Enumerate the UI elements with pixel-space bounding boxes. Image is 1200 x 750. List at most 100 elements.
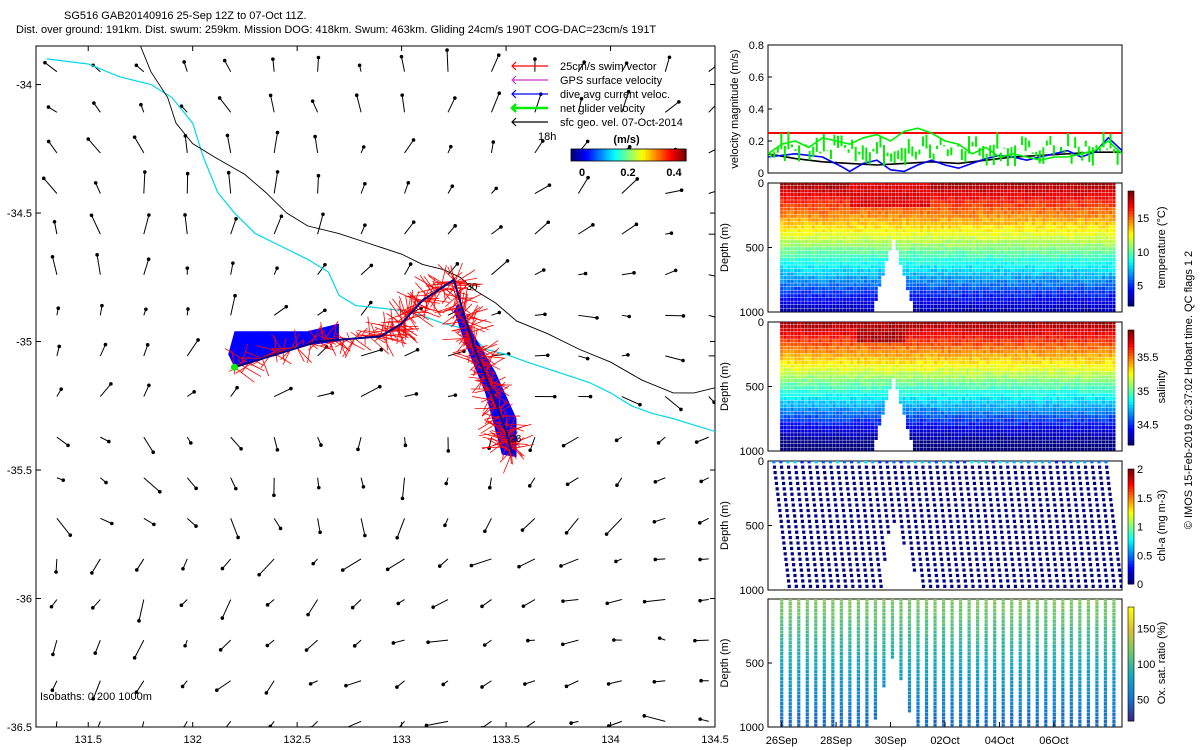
depth-sample-point bbox=[808, 404, 812, 408]
depth-sample-point bbox=[1007, 185, 1011, 189]
depth-sample-point bbox=[965, 268, 969, 273]
depth-sample-point bbox=[822, 221, 826, 226]
depth-sample-point bbox=[913, 211, 917, 215]
depth-sample-point bbox=[780, 297, 784, 301]
depth-sample-point bbox=[801, 189, 805, 193]
swim-vector bbox=[413, 299, 423, 301]
depth-sample-point bbox=[1021, 308, 1025, 312]
depth-sample-point bbox=[1049, 268, 1053, 273]
depth-sample-point bbox=[1094, 308, 1099, 312]
panel-colorbar-segment bbox=[1128, 265, 1134, 270]
depth-sample-point bbox=[815, 247, 819, 251]
depth-sample-point bbox=[1059, 207, 1064, 211]
depth-sample-point bbox=[787, 236, 791, 240]
panel-colorbar-segment bbox=[1128, 303, 1134, 307]
depth-sample-point bbox=[843, 261, 847, 265]
depth-sample-point bbox=[1003, 265, 1008, 269]
depth-sample-point bbox=[787, 261, 791, 265]
geo-velocity-arrow bbox=[55, 558, 58, 573]
depth-sample-point bbox=[919, 189, 924, 193]
depth-sample-point bbox=[902, 272, 906, 276]
depth-sample-point bbox=[808, 322, 812, 325]
depth-sample-point bbox=[1108, 272, 1113, 276]
depth-sample-point bbox=[832, 261, 836, 265]
depth-sample-point bbox=[954, 254, 959, 258]
depth-sample-point bbox=[913, 236, 917, 240]
depth-sample-point bbox=[1000, 294, 1004, 298]
depth-sample-point bbox=[947, 221, 952, 226]
depth-sample-point bbox=[930, 301, 934, 305]
depth-sample-point bbox=[1108, 183, 1113, 186]
geo-velocity-arrow bbox=[400, 56, 406, 72]
depth-sample-point bbox=[878, 225, 882, 229]
depth-sample-point bbox=[804, 261, 808, 265]
depth-sample-point bbox=[1112, 225, 1116, 229]
depth-sample-point bbox=[1087, 250, 1092, 254]
depth-sample-point bbox=[1094, 243, 1099, 247]
depth-sample-point bbox=[1066, 183, 1071, 186]
depth-sample-point bbox=[857, 254, 861, 258]
depth-sample-point bbox=[1108, 225, 1113, 229]
depth-sample-point bbox=[790, 257, 794, 262]
depth-sample-point bbox=[808, 357, 812, 361]
geo-velocity-arrowhead bbox=[93, 181, 98, 185]
geo-velocity-arrowhead bbox=[480, 685, 484, 689]
depth-sample-point bbox=[913, 225, 917, 229]
depth-sample-point bbox=[815, 236, 819, 240]
depth-sample-point bbox=[783, 335, 787, 339]
depth-sample-point bbox=[1021, 207, 1025, 211]
depth-sample-point bbox=[1031, 218, 1036, 222]
depth-sample-point bbox=[1045, 257, 1050, 262]
depth-sample-point bbox=[867, 229, 871, 233]
depth-sample-point bbox=[818, 225, 822, 229]
depth-sample-point bbox=[846, 268, 850, 273]
depth-sample-point bbox=[787, 297, 791, 301]
depth-sample-point bbox=[808, 440, 812, 444]
depth-sample-point bbox=[1091, 196, 1095, 200]
depth-sample-point bbox=[878, 211, 882, 215]
depth-sample-point bbox=[926, 196, 931, 200]
depth-sample-point bbox=[811, 185, 815, 189]
depth-sample-point bbox=[986, 225, 990, 229]
geo-velocity-arrow bbox=[360, 349, 382, 357]
geo-velocity-arrow bbox=[54, 221, 58, 235]
depth-sample-point bbox=[1098, 247, 1102, 251]
depth-sample-point bbox=[797, 429, 801, 433]
map-xtick-label: 134.5 bbox=[701, 734, 729, 746]
depth-sample-point bbox=[783, 203, 787, 208]
depth-sample-point bbox=[1042, 308, 1046, 312]
depth-sample-point bbox=[843, 232, 847, 236]
depth-sample-point bbox=[1014, 261, 1018, 265]
swim-vector bbox=[508, 442, 525, 457]
depth-sample-point bbox=[979, 211, 983, 215]
depth-sample-point bbox=[1080, 229, 1085, 233]
depth-sample-point bbox=[947, 229, 952, 233]
depth-sample-point bbox=[1087, 183, 1092, 186]
depth-sample-point bbox=[1035, 286, 1039, 291]
panel-colorbar-segment bbox=[1128, 283, 1134, 287]
depth-sample-point bbox=[1007, 203, 1011, 208]
depth-sample-point bbox=[853, 272, 857, 276]
swim-vector bbox=[471, 369, 488, 380]
depth-sample-point bbox=[790, 301, 794, 305]
depth-sample-point bbox=[940, 239, 945, 244]
geo-velocity-arrowhead bbox=[698, 557, 702, 562]
depth-sample-point bbox=[790, 272, 794, 276]
depth-sample-point bbox=[797, 185, 801, 189]
geo-velocity-arrow bbox=[490, 142, 494, 153]
depth-sample-point bbox=[1070, 283, 1074, 287]
geo-velocity-arrowhead bbox=[196, 338, 200, 342]
depth-sample-point bbox=[853, 283, 857, 287]
geo-velocity-arrow bbox=[230, 295, 236, 316]
depth-sample-point bbox=[1017, 221, 1022, 226]
depth-sample-point bbox=[1035, 294, 1039, 298]
depth-sample-point bbox=[919, 196, 924, 200]
depth-sample-point bbox=[958, 279, 962, 283]
depth-sample-point bbox=[919, 239, 924, 244]
geo-velocity-arrowhead bbox=[316, 173, 321, 178]
depth-sample-point bbox=[1108, 250, 1113, 254]
depth-sample-point bbox=[892, 183, 896, 186]
swim-vector bbox=[505, 412, 508, 432]
depth-sample-point bbox=[850, 207, 854, 211]
